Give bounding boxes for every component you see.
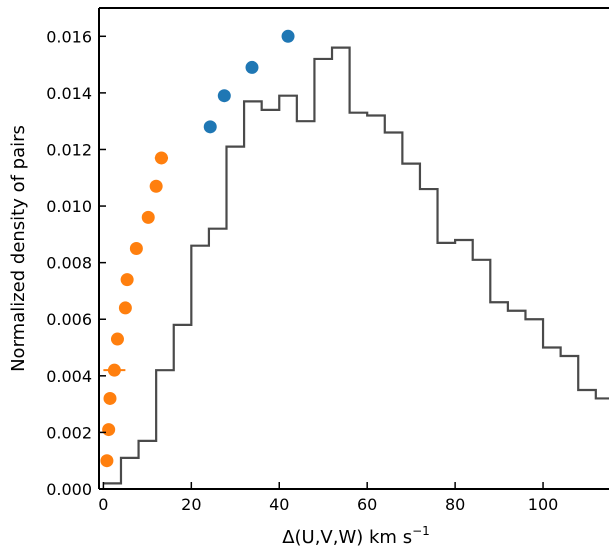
histogram [103,46,609,485]
y-tick-label-5: 0.010 [46,197,92,216]
x-tick-label-2: 40 [269,495,289,514]
data-point-0-7 [129,242,143,255]
x-tick-label-0: 0 [98,495,108,514]
data-point-1-3 [281,29,295,43]
data-point-0-4 [110,332,124,346]
data-point-0-3 [107,363,121,377]
x-tick-label-1: 20 [181,495,201,514]
data-point-0-2 [103,391,117,405]
y-tick-label-2: 0.004 [46,367,92,386]
y-axis-label: Normalized density of pairs [8,125,29,372]
data-point-1-2 [245,60,259,74]
data-point-0-10 [154,151,168,165]
data-point-0-9 [149,179,163,193]
data-point-0-0 [100,454,114,468]
x-tick-label-4: 80 [445,495,465,514]
axis-ticks: 0.000 0.002 0.004 0.006 0.008 0.010 0.012 0.014… [46,27,558,514]
x-tick-label-5: 100 [528,495,559,514]
y-tick-label-7: 0.014 [46,84,92,103]
data-point-0-6 [120,273,134,287]
x-axis-label-main: Δ(U,V,W) km s [282,527,412,548]
plot-frame [98,7,609,490]
y-tick-label-6: 0.012 [46,140,92,159]
histogram-step-line [103,46,609,485]
x-axis-label-superscript: −1 [412,524,430,538]
y-tick-label-3: 0.006 [46,310,92,329]
y-tick-label-0: 0.000 [46,480,92,499]
y-tick-label-1: 0.002 [46,423,92,442]
error-bars [103,156,169,462]
data-point-1-1 [217,89,231,103]
y-tick-label-8: 0.016 [46,27,92,46]
x-axis-label: Δ(U,V,W) km s−1 [282,524,430,548]
x-tick-label-3: 60 [357,495,377,514]
data-point-0-5 [118,301,132,315]
data-points [100,29,295,468]
y-tick-label-4: 0.008 [46,254,92,273]
data-point-1-0 [203,120,217,134]
data-point-0-1 [102,423,116,437]
data-point-0-8 [141,210,155,224]
